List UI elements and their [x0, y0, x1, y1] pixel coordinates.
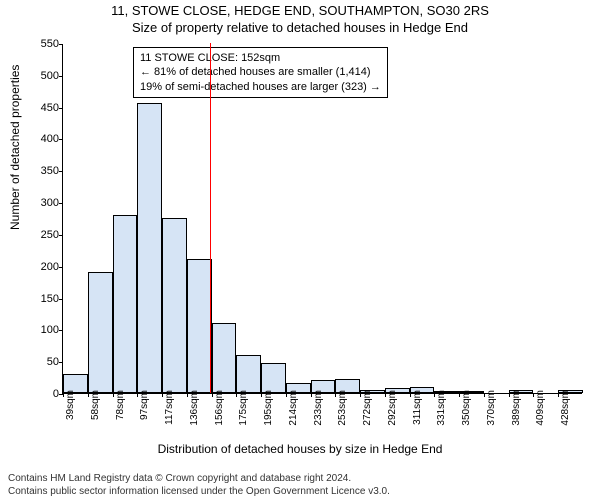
y-tick-label: 250	[23, 229, 59, 241]
x-tick-label: 350sqm	[461, 390, 472, 426]
x-tick-label: 156sqm	[214, 390, 225, 426]
y-tick-mark	[59, 362, 63, 363]
x-tick-label: 428sqm	[560, 390, 571, 426]
x-tick-mark	[63, 393, 64, 397]
x-tick-label: 409sqm	[535, 390, 546, 426]
histogram-bar	[162, 218, 187, 393]
footer-line2: Contains public sector information licen…	[8, 485, 592, 498]
x-tick-label: 78sqm	[115, 390, 126, 420]
x-tick-label: 214sqm	[288, 390, 299, 426]
y-tick-label: 100	[23, 324, 59, 336]
y-tick-label: 200	[23, 261, 59, 273]
x-tick-label: 136sqm	[189, 390, 200, 426]
x-tick-mark	[187, 393, 188, 397]
y-tick-label: 0	[23, 388, 59, 400]
y-tick-label: 500	[23, 70, 59, 82]
x-tick-mark	[509, 393, 510, 397]
x-tick-label: 389sqm	[511, 390, 522, 426]
x-tick-mark	[261, 393, 262, 397]
y-tick-mark	[59, 44, 63, 45]
y-tick-label: 400	[23, 133, 59, 145]
y-tick-label: 550	[23, 38, 59, 50]
x-tick-label: 272sqm	[362, 390, 373, 426]
annotation-line2: ← 81% of detached houses are smaller (1,…	[140, 65, 381, 79]
x-tick-mark	[484, 393, 485, 397]
annotation-box: 11 STOWE CLOSE: 152sqm ← 81% of detached…	[133, 47, 388, 98]
x-tick-mark	[360, 393, 361, 397]
x-tick-label: 331sqm	[436, 390, 447, 426]
y-tick-mark	[59, 330, 63, 331]
x-tick-label: 195sqm	[263, 390, 274, 426]
histogram-bar	[261, 363, 286, 393]
y-tick-label: 150	[23, 293, 59, 305]
x-tick-label: 58sqm	[90, 390, 101, 420]
x-tick-label: 370sqm	[486, 390, 497, 426]
x-tick-mark	[113, 393, 114, 397]
plot-area: 11 STOWE CLOSE: 152sqm ← 81% of detached…	[62, 44, 582, 394]
y-tick-mark	[59, 139, 63, 140]
x-tick-label: 175sqm	[238, 390, 249, 426]
y-tick-label: 300	[23, 197, 59, 209]
y-tick-mark	[59, 108, 63, 109]
x-tick-label: 117sqm	[164, 390, 175, 425]
x-axis-label: Distribution of detached houses by size …	[0, 442, 600, 456]
y-tick-mark	[59, 299, 63, 300]
x-tick-mark	[311, 393, 312, 397]
y-tick-mark	[59, 267, 63, 268]
histogram-bar	[187, 259, 212, 393]
x-tick-label: 39sqm	[65, 390, 76, 420]
y-tick-mark	[59, 76, 63, 77]
x-tick-mark	[410, 393, 411, 397]
x-tick-label: 253sqm	[337, 390, 348, 426]
y-tick-mark	[59, 171, 63, 172]
histogram-bar	[88, 272, 113, 393]
y-axis-label: Number of detached properties	[8, 65, 22, 230]
x-tick-mark	[162, 393, 163, 397]
x-tick-label: 97sqm	[139, 390, 150, 420]
histogram-bar	[236, 355, 261, 393]
x-tick-label: 233sqm	[313, 390, 324, 426]
x-tick-mark	[385, 393, 386, 397]
chart-title: 11, STOWE CLOSE, HEDGE END, SOUTHAMPTON,…	[0, 3, 600, 18]
x-tick-label: 311sqm	[412, 390, 423, 425]
chart-container: 11, STOWE CLOSE, HEDGE END, SOUTHAMPTON,…	[0, 0, 600, 500]
x-tick-label: 292sqm	[387, 390, 398, 426]
footer-line1: Contains HM Land Registry data © Crown c…	[8, 472, 592, 485]
x-tick-mark	[212, 393, 213, 397]
chart-subtitle: Size of property relative to detached ho…	[0, 20, 600, 35]
y-tick-label: 50	[23, 356, 59, 368]
y-tick-mark	[59, 235, 63, 236]
reference-line	[210, 43, 211, 393]
annotation-line1: 11 STOWE CLOSE: 152sqm	[140, 51, 381, 65]
histogram-bar	[113, 215, 138, 393]
histogram-bar	[137, 103, 162, 393]
x-tick-mark	[286, 393, 287, 397]
y-tick-label: 450	[23, 102, 59, 114]
histogram-bar	[212, 323, 237, 393]
y-tick-mark	[59, 203, 63, 204]
footer: Contains HM Land Registry data © Crown c…	[8, 472, 592, 498]
annotation-line3: 19% of semi-detached houses are larger (…	[140, 80, 381, 94]
y-tick-label: 350	[23, 165, 59, 177]
x-tick-mark	[88, 393, 89, 397]
